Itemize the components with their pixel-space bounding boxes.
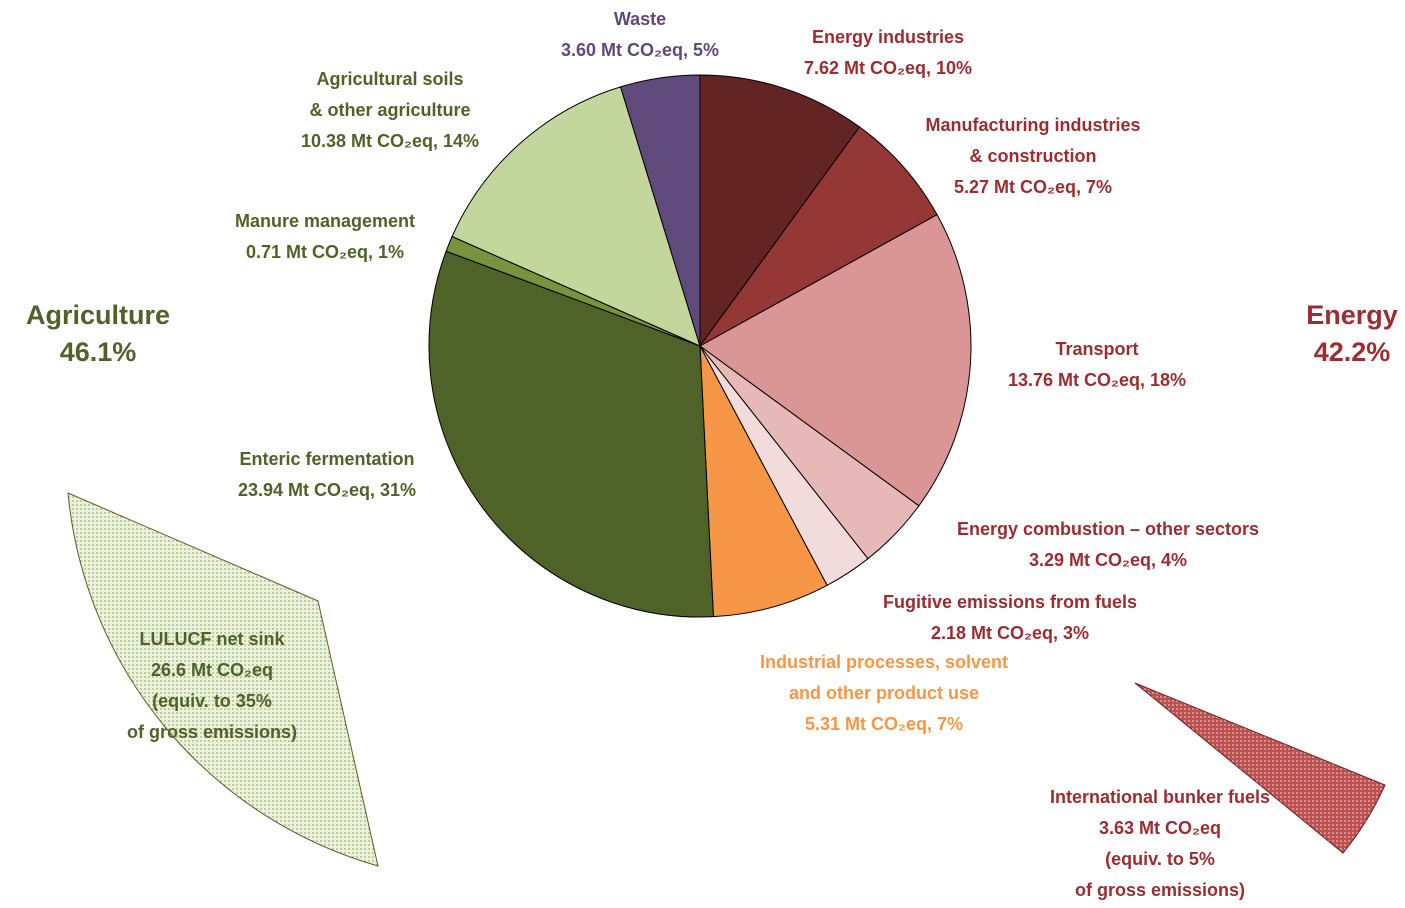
annotation: Energy 42.2% [1306, 300, 1398, 367]
slice-label: Energy combustion – other sectors 3.29 Mt… [898, 514, 1318, 576]
slice-value-label: 5.27 Mt CO₂eq, 7% [953, 177, 1113, 197]
slice-name: Industrial processes, solvent and other … [759, 652, 1009, 703]
slice-value-label: 0.71 Mt CO₂eq, 1% [245, 242, 405, 262]
slice-label: Transport 13.76 Mt CO₂eq, 18% [887, 334, 1307, 396]
slice-value-label: 3.29 Mt CO₂eq, 4% [1028, 550, 1188, 570]
slice-label: Fugitive emissions from fuels 2.18 Mt CO₂… [800, 587, 1220, 649]
pie-slice [428, 250, 714, 618]
slice-label: Energy industries 7.62 Mt CO₂eq, 10% [678, 22, 1098, 84]
slice-name: Fugitive emissions from fuels [882, 592, 1138, 612]
slice-value-label: 5.31 Mt CO₂eq, 7% [804, 714, 964, 734]
slice-label: Enteric fermentation 23.94 Mt CO₂eq, 31% [117, 444, 537, 506]
slice-value-label: 2.18 Mt CO₂eq, 3% [930, 623, 1090, 643]
slice-name: Enteric fermentation [239, 449, 415, 469]
annotation: International bunker fuels 3.63 Mt CO₂eq… [1049, 787, 1271, 900]
pie-slice [619, 74, 701, 347]
lulucf-wedge [67, 492, 379, 867]
annotation: Agriculture 46.1% [25, 300, 171, 367]
pie-slice [451, 86, 701, 347]
slice-name: Transport [1055, 339, 1139, 359]
slice-name: Energy industries [811, 27, 965, 47]
slice-name: Agricultural soils & other agriculture [309, 69, 471, 120]
slice-value-label: 10.38 Mt CO₂eq, 14% [300, 131, 480, 151]
slice-value-label: 7.62 Mt CO₂eq, 10% [803, 58, 973, 78]
slice-label: Waste 3.60 Mt CO₂eq, 5% [430, 4, 850, 66]
slice-name: Manure management [234, 211, 416, 231]
slice-label: Manure management 0.71 Mt CO₂eq, 1% [115, 206, 535, 268]
slice-value-label: 3.60 Mt CO₂eq, 5% [560, 40, 720, 60]
pie-slice [699, 345, 828, 618]
pie [428, 74, 972, 618]
slice-label: Industrial processes, solvent and other … [674, 647, 1094, 740]
pie-slice [699, 126, 938, 347]
pie-slice [699, 74, 861, 348]
slice-label: Agricultural soils & other agriculture 10… [180, 64, 600, 157]
slice-name: Manufacturing industries & construction [925, 115, 1141, 166]
pie-slice [699, 213, 972, 507]
slice-label: Manufacturing industries & construction 5… [823, 110, 1243, 203]
slice-name: Waste [613, 9, 667, 29]
annotation: LULUCF net sink 26.6 Mt CO₂eq (equiv. to… [126, 629, 298, 742]
slice-value-label: 13.76 Mt CO₂eq, 18% [1007, 370, 1187, 390]
slice-value-label: 23.94 Mt CO₂eq, 31% [237, 480, 417, 500]
bunker-wedge [1134, 682, 1386, 854]
slice-name: Energy combustion – other sectors [956, 519, 1260, 539]
